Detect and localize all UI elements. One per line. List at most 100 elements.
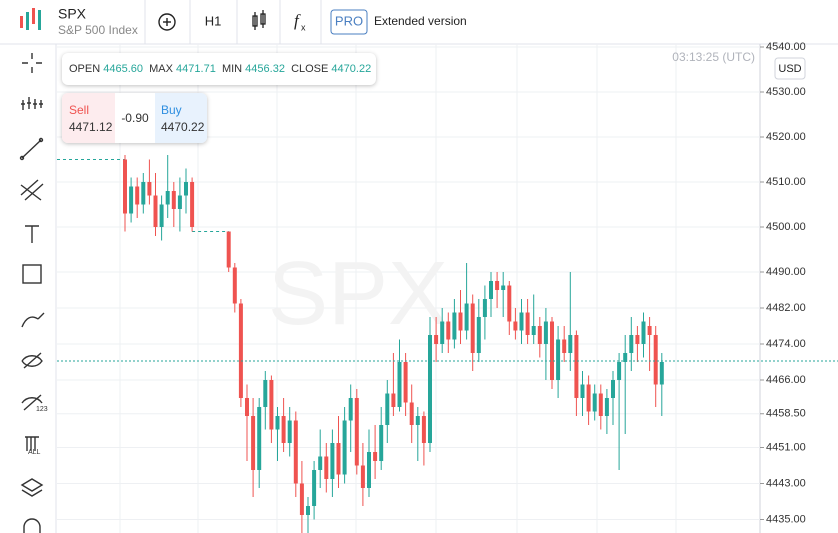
candle-body: [617, 362, 622, 380]
candle-body: [525, 312, 530, 335]
chart-type-button[interactable]: [252, 10, 266, 30]
candle-body: [531, 326, 536, 335]
close-label: CLOSE: [291, 63, 329, 75]
min-label: MIN: [221, 63, 243, 75]
ohlc-panel: OPEN 4465.60 MAX 4471.71 MIN 4456.32 CLO…: [62, 53, 376, 85]
candle-body: [568, 335, 573, 353]
candle-body: [269, 380, 274, 430]
candle-body: [403, 362, 408, 403]
candle-body: [592, 393, 597, 412]
y-tick-label: 4458.50: [766, 408, 806, 420]
symbol-name: S&P 500 Index: [58, 23, 138, 37]
candle-body: [653, 335, 658, 385]
candle-body: [379, 425, 384, 461]
candle-body: [184, 182, 188, 196]
candle-body: [312, 470, 317, 506]
candle-body: [123, 159, 127, 214]
y-tick-label: 4482.00: [766, 302, 806, 314]
candle-body: [251, 416, 256, 470]
candle-body: [367, 452, 371, 488]
candle-body: [556, 339, 561, 380]
candle-body: [440, 321, 445, 344]
y-tick-label: 4451.00: [766, 441, 806, 453]
candle-body: [245, 398, 249, 416]
y-tick-label: 4500.00: [766, 221, 806, 233]
add-button[interactable]: [158, 13, 176, 31]
y-tick-label: 4474.00: [766, 338, 806, 350]
candle-body: [263, 380, 268, 407]
candle-body: [562, 339, 567, 353]
candle-body: [360, 465, 365, 488]
separators: [144, 0, 322, 44]
candle-body: [470, 303, 475, 353]
candle-body: [464, 303, 469, 331]
clock: 03:13:25 (UTC): [672, 50, 755, 64]
candle-body: [641, 321, 646, 344]
pro[interactable]: PRO: [335, 13, 363, 28]
candle-body: [519, 312, 524, 331]
candle-body: [647, 326, 652, 335]
candle-body: [543, 321, 548, 344]
candle-body: [141, 182, 146, 205]
indicators-button[interactable]: f: [294, 11, 301, 30]
candle-body: [348, 398, 353, 421]
candle-body: [391, 393, 396, 407]
sell-label: Sell: [69, 103, 90, 117]
candle-body: [397, 362, 402, 407]
pro-box[interactable]: [330, 9, 368, 35]
candle-body: [153, 195, 158, 227]
y-tick-label: 4530.00: [766, 86, 806, 98]
candle-body: [476, 317, 481, 353]
logo: [20, 8, 41, 30]
sell-button[interactable]: Sell 4471.12: [62, 93, 115, 143]
candle-body: [501, 285, 506, 290]
watermark: SPX: [268, 244, 448, 344]
candle-body: [147, 182, 152, 196]
candle-body: [330, 443, 335, 479]
candle-body: [293, 420, 298, 484]
candle-body: [159, 204, 164, 227]
timeframe[interactable]: H1: [205, 13, 222, 28]
candle-body: [342, 420, 347, 475]
buy-button[interactable]: Buy 4470.22: [155, 93, 207, 143]
y-tick-label: 4510.00: [766, 176, 806, 188]
candle-body: [129, 186, 134, 214]
max-label: MAX: [149, 63, 173, 75]
candle-body: [190, 182, 195, 227]
candle-body: [281, 416, 286, 443]
candle-body: [482, 299, 487, 317]
extended-version[interactable]: Extended version: [374, 14, 467, 28]
y-tick-label: 4466.00: [766, 374, 806, 386]
candle-body: [373, 452, 378, 461]
indicators-sub: x: [301, 22, 306, 32]
candle-body: [513, 321, 518, 331]
candle-body: [507, 285, 512, 322]
y-tick-label: 4540.00: [766, 41, 806, 53]
candle-body: [409, 402, 414, 425]
candle-body: [495, 281, 500, 290]
open-value: 4465.60: [103, 63, 144, 75]
candle-body: [611, 380, 615, 398]
y-tick-label: 4443.00: [766, 477, 806, 489]
candle-body: [598, 393, 603, 416]
candle-body: [623, 353, 628, 362]
currency-box[interactable]: [774, 57, 806, 80]
candle-body: [428, 335, 432, 443]
candle-body: [226, 231, 231, 268]
currency[interactable]: USD: [778, 63, 801, 75]
candle-body: [489, 281, 493, 299]
candle-body: [537, 326, 542, 344]
candle-body: [550, 321, 554, 380]
max-value: 4471.71: [176, 63, 216, 75]
candle-body: [257, 407, 262, 470]
sell-price: 4471.12: [69, 120, 113, 134]
toolbar-label: ALL: [28, 449, 41, 456]
top-bar: [0, 0, 838, 44]
candle-body: [635, 335, 640, 344]
toolbar[interactable]: [19, 53, 45, 533]
y-tick-label: 4520.00: [766, 131, 806, 143]
spread: -0.90: [121, 111, 149, 125]
candle-body: [586, 384, 591, 412]
